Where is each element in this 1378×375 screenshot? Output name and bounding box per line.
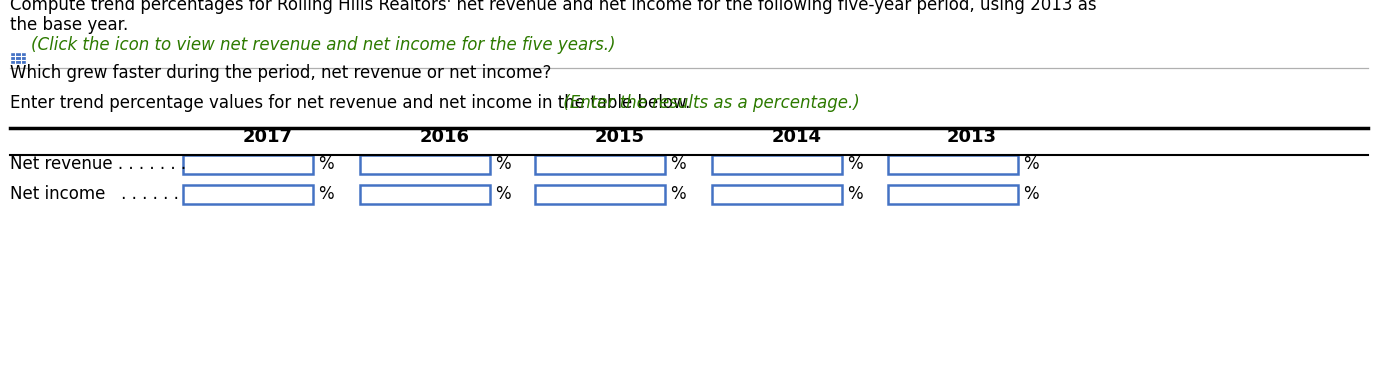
FancyBboxPatch shape <box>183 154 313 174</box>
Text: the base year.: the base year. <box>10 16 128 34</box>
FancyBboxPatch shape <box>360 184 491 204</box>
Text: Net revenue . . . . . . .: Net revenue . . . . . . . <box>10 155 186 173</box>
Text: 2016: 2016 <box>420 128 470 146</box>
Text: %: % <box>670 155 686 173</box>
FancyBboxPatch shape <box>535 154 666 174</box>
Text: %: % <box>847 185 863 203</box>
Text: %: % <box>318 185 333 203</box>
Text: 2017: 2017 <box>243 128 294 146</box>
FancyBboxPatch shape <box>712 184 842 204</box>
Text: (Enter the results as a percentage.): (Enter the results as a percentage.) <box>558 94 860 112</box>
Text: Net income   . . . . . .: Net income . . . . . . <box>10 185 179 203</box>
Text: Enter trend percentage values for net revenue and net income in the table below.: Enter trend percentage values for net re… <box>10 94 690 112</box>
Text: %: % <box>318 155 333 173</box>
Text: %: % <box>495 185 511 203</box>
FancyBboxPatch shape <box>535 184 666 204</box>
FancyBboxPatch shape <box>712 154 842 174</box>
Text: %: % <box>1022 155 1039 173</box>
Text: %: % <box>1022 185 1039 203</box>
FancyBboxPatch shape <box>10 52 26 64</box>
Text: 2015: 2015 <box>595 128 645 146</box>
Text: %: % <box>847 155 863 173</box>
FancyBboxPatch shape <box>887 154 1018 174</box>
Text: (Click the icon to view net revenue and net income for the five years.): (Click the icon to view net revenue and … <box>30 36 616 54</box>
FancyBboxPatch shape <box>183 184 313 204</box>
FancyBboxPatch shape <box>887 184 1018 204</box>
FancyBboxPatch shape <box>360 154 491 174</box>
Text: %: % <box>670 185 686 203</box>
Text: Compute trend percentages for Rolling Hills Realtors' net revenue and net income: Compute trend percentages for Rolling Hi… <box>10 0 1097 13</box>
Text: Which grew faster during the period, net revenue or net income?: Which grew faster during the period, net… <box>10 64 551 82</box>
Text: 2013: 2013 <box>947 128 998 146</box>
Text: 2014: 2014 <box>772 128 823 146</box>
Text: %: % <box>495 155 511 173</box>
